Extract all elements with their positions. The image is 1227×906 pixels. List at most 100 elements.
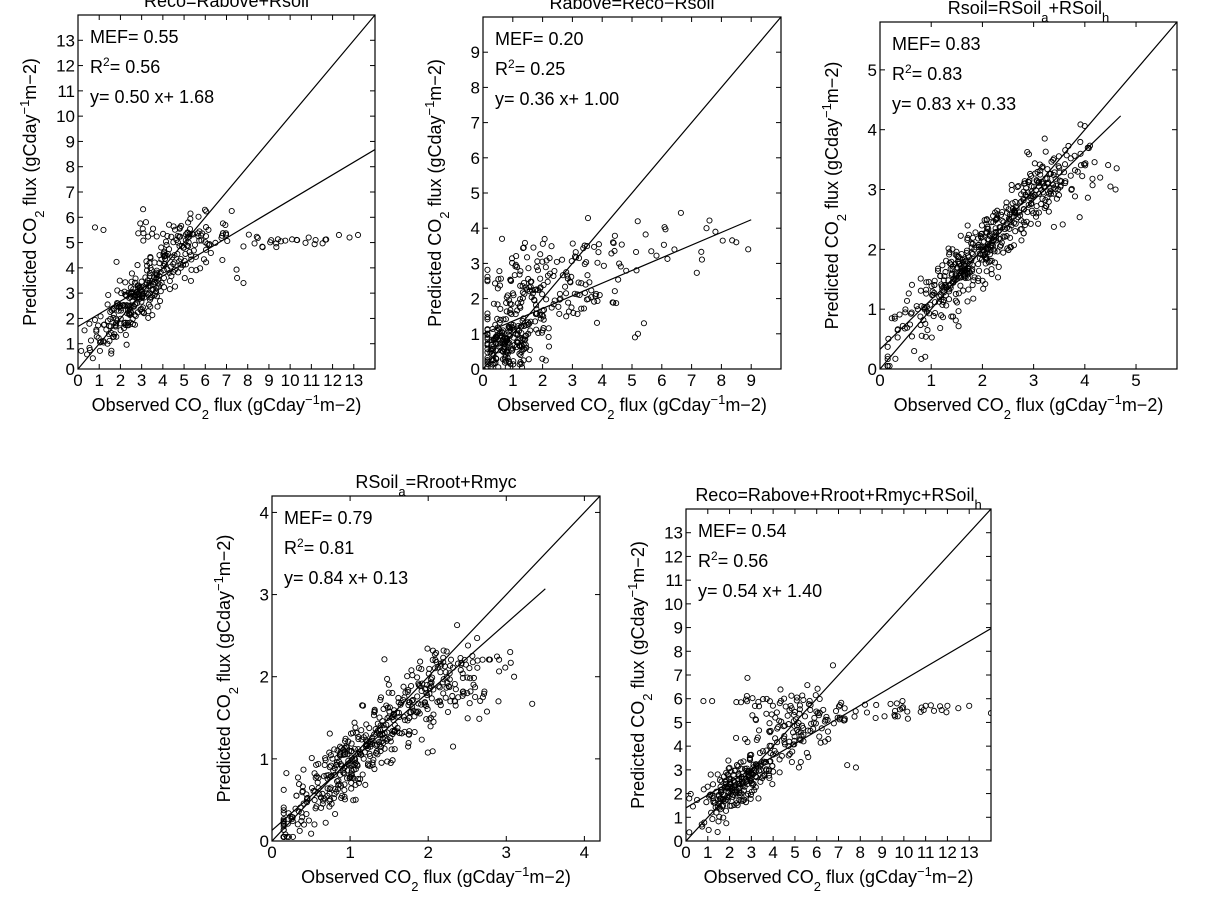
data-point — [484, 360, 491, 367]
data-point — [440, 659, 447, 666]
panel-3: Rsoil=RSoila+RSoilh 0 1 2 3 4 5 0 1 2 3 4 5 MEF= 0.83… — [819, 0, 1178, 422]
axis-ticks: 0 1 2 3 4 5 0 1 2 3 4 5 — [868, 22, 1177, 390]
regression-line — [880, 115, 1122, 350]
data-point — [963, 247, 970, 254]
data-point — [994, 207, 1001, 214]
data-point — [1003, 199, 1010, 206]
data-point — [812, 692, 819, 699]
data-point — [545, 343, 553, 350]
data-point — [181, 275, 188, 282]
y-tick-label: 10 — [664, 595, 683, 614]
data-point — [594, 259, 601, 266]
data-point — [595, 241, 602, 248]
data-point — [359, 771, 366, 778]
plot-frame — [271, 495, 601, 842]
regression-equation: y= 0.50 x+ 1.68 — [90, 87, 214, 107]
data-point — [487, 364, 494, 369]
data-point — [459, 674, 466, 682]
data-point — [223, 231, 230, 238]
data-point — [106, 337, 113, 345]
data-point — [733, 699, 740, 706]
data-point — [391, 727, 398, 735]
data-point — [749, 712, 756, 719]
data-point — [398, 730, 405, 737]
data-point — [1017, 199, 1024, 206]
data-point — [363, 721, 370, 728]
data-point — [978, 222, 985, 229]
data-point — [511, 673, 518, 680]
data-point — [1097, 174, 1104, 181]
data-point — [495, 364, 502, 369]
y-tick-label: 6 — [471, 149, 480, 168]
data-point — [745, 246, 752, 253]
data-point — [611, 232, 618, 239]
data-point — [1077, 121, 1084, 128]
data-point — [922, 333, 929, 340]
data-point — [516, 271, 523, 278]
data-point — [187, 277, 194, 284]
data-point — [280, 833, 287, 840]
data-point — [686, 829, 693, 836]
x-tick-label: 0 — [73, 371, 82, 390]
data-point — [594, 297, 601, 305]
data-point — [523, 332, 530, 339]
data-point — [507, 659, 514, 666]
data-point — [896, 311, 903, 318]
data-point — [781, 733, 788, 740]
data-point — [750, 761, 757, 768]
data-point — [948, 271, 955, 279]
data-point — [505, 340, 512, 347]
data-point — [755, 698, 762, 705]
data-point — [769, 781, 776, 788]
data-point — [1107, 183, 1114, 190]
data-point — [202, 233, 210, 240]
scatter-points — [884, 121, 1120, 369]
data-point — [766, 766, 773, 773]
data-point — [714, 803, 721, 810]
data-point — [1041, 204, 1048, 211]
data-point — [952, 251, 959, 258]
data-point — [1041, 135, 1048, 142]
data-point — [352, 796, 359, 803]
data-point — [384, 704, 391, 711]
x-tick-label: 5 — [1131, 371, 1140, 390]
data-point — [525, 265, 532, 272]
data-point — [414, 693, 421, 700]
mef-text: MEF= 0.79 — [284, 508, 373, 528]
data-point — [280, 826, 287, 833]
data-point — [153, 233, 160, 240]
data-point — [633, 248, 640, 256]
data-point — [107, 323, 114, 330]
data-point — [899, 697, 906, 705]
chart-title: Reco=Rabove+Rsoil — [144, 0, 309, 11]
data-point — [405, 702, 412, 709]
data-point — [147, 254, 154, 262]
data-point — [733, 762, 741, 769]
r2-text: R2= 0.83 — [892, 62, 962, 84]
data-point — [610, 240, 617, 247]
data-point — [326, 749, 333, 756]
data-point — [791, 741, 798, 748]
scatter-points — [686, 662, 991, 836]
data-point — [409, 703, 416, 710]
panel-4: RSoila=Rroot+Rmyc 0 1 2 3 4 0 1 2 3 4 MEF= 0.79 R2= … — [211, 472, 601, 894]
data-point — [1077, 150, 1084, 157]
data-point — [459, 670, 466, 677]
data-point — [943, 302, 950, 309]
data-point — [469, 652, 476, 659]
data-point — [1047, 190, 1055, 197]
data-point — [818, 725, 825, 732]
mef-text: MEF= 0.55 — [90, 27, 179, 47]
data-point — [728, 768, 735, 775]
data-point — [744, 698, 751, 705]
data-point — [750, 780, 757, 788]
data-point — [1010, 242, 1017, 249]
data-point — [93, 326, 100, 333]
data-point — [963, 257, 970, 264]
data-point — [323, 236, 330, 243]
regression-equation: y= 0.84 x+ 0.13 — [284, 568, 408, 588]
data-point — [300, 821, 308, 828]
data-point — [502, 316, 509, 323]
data-point — [447, 662, 454, 669]
